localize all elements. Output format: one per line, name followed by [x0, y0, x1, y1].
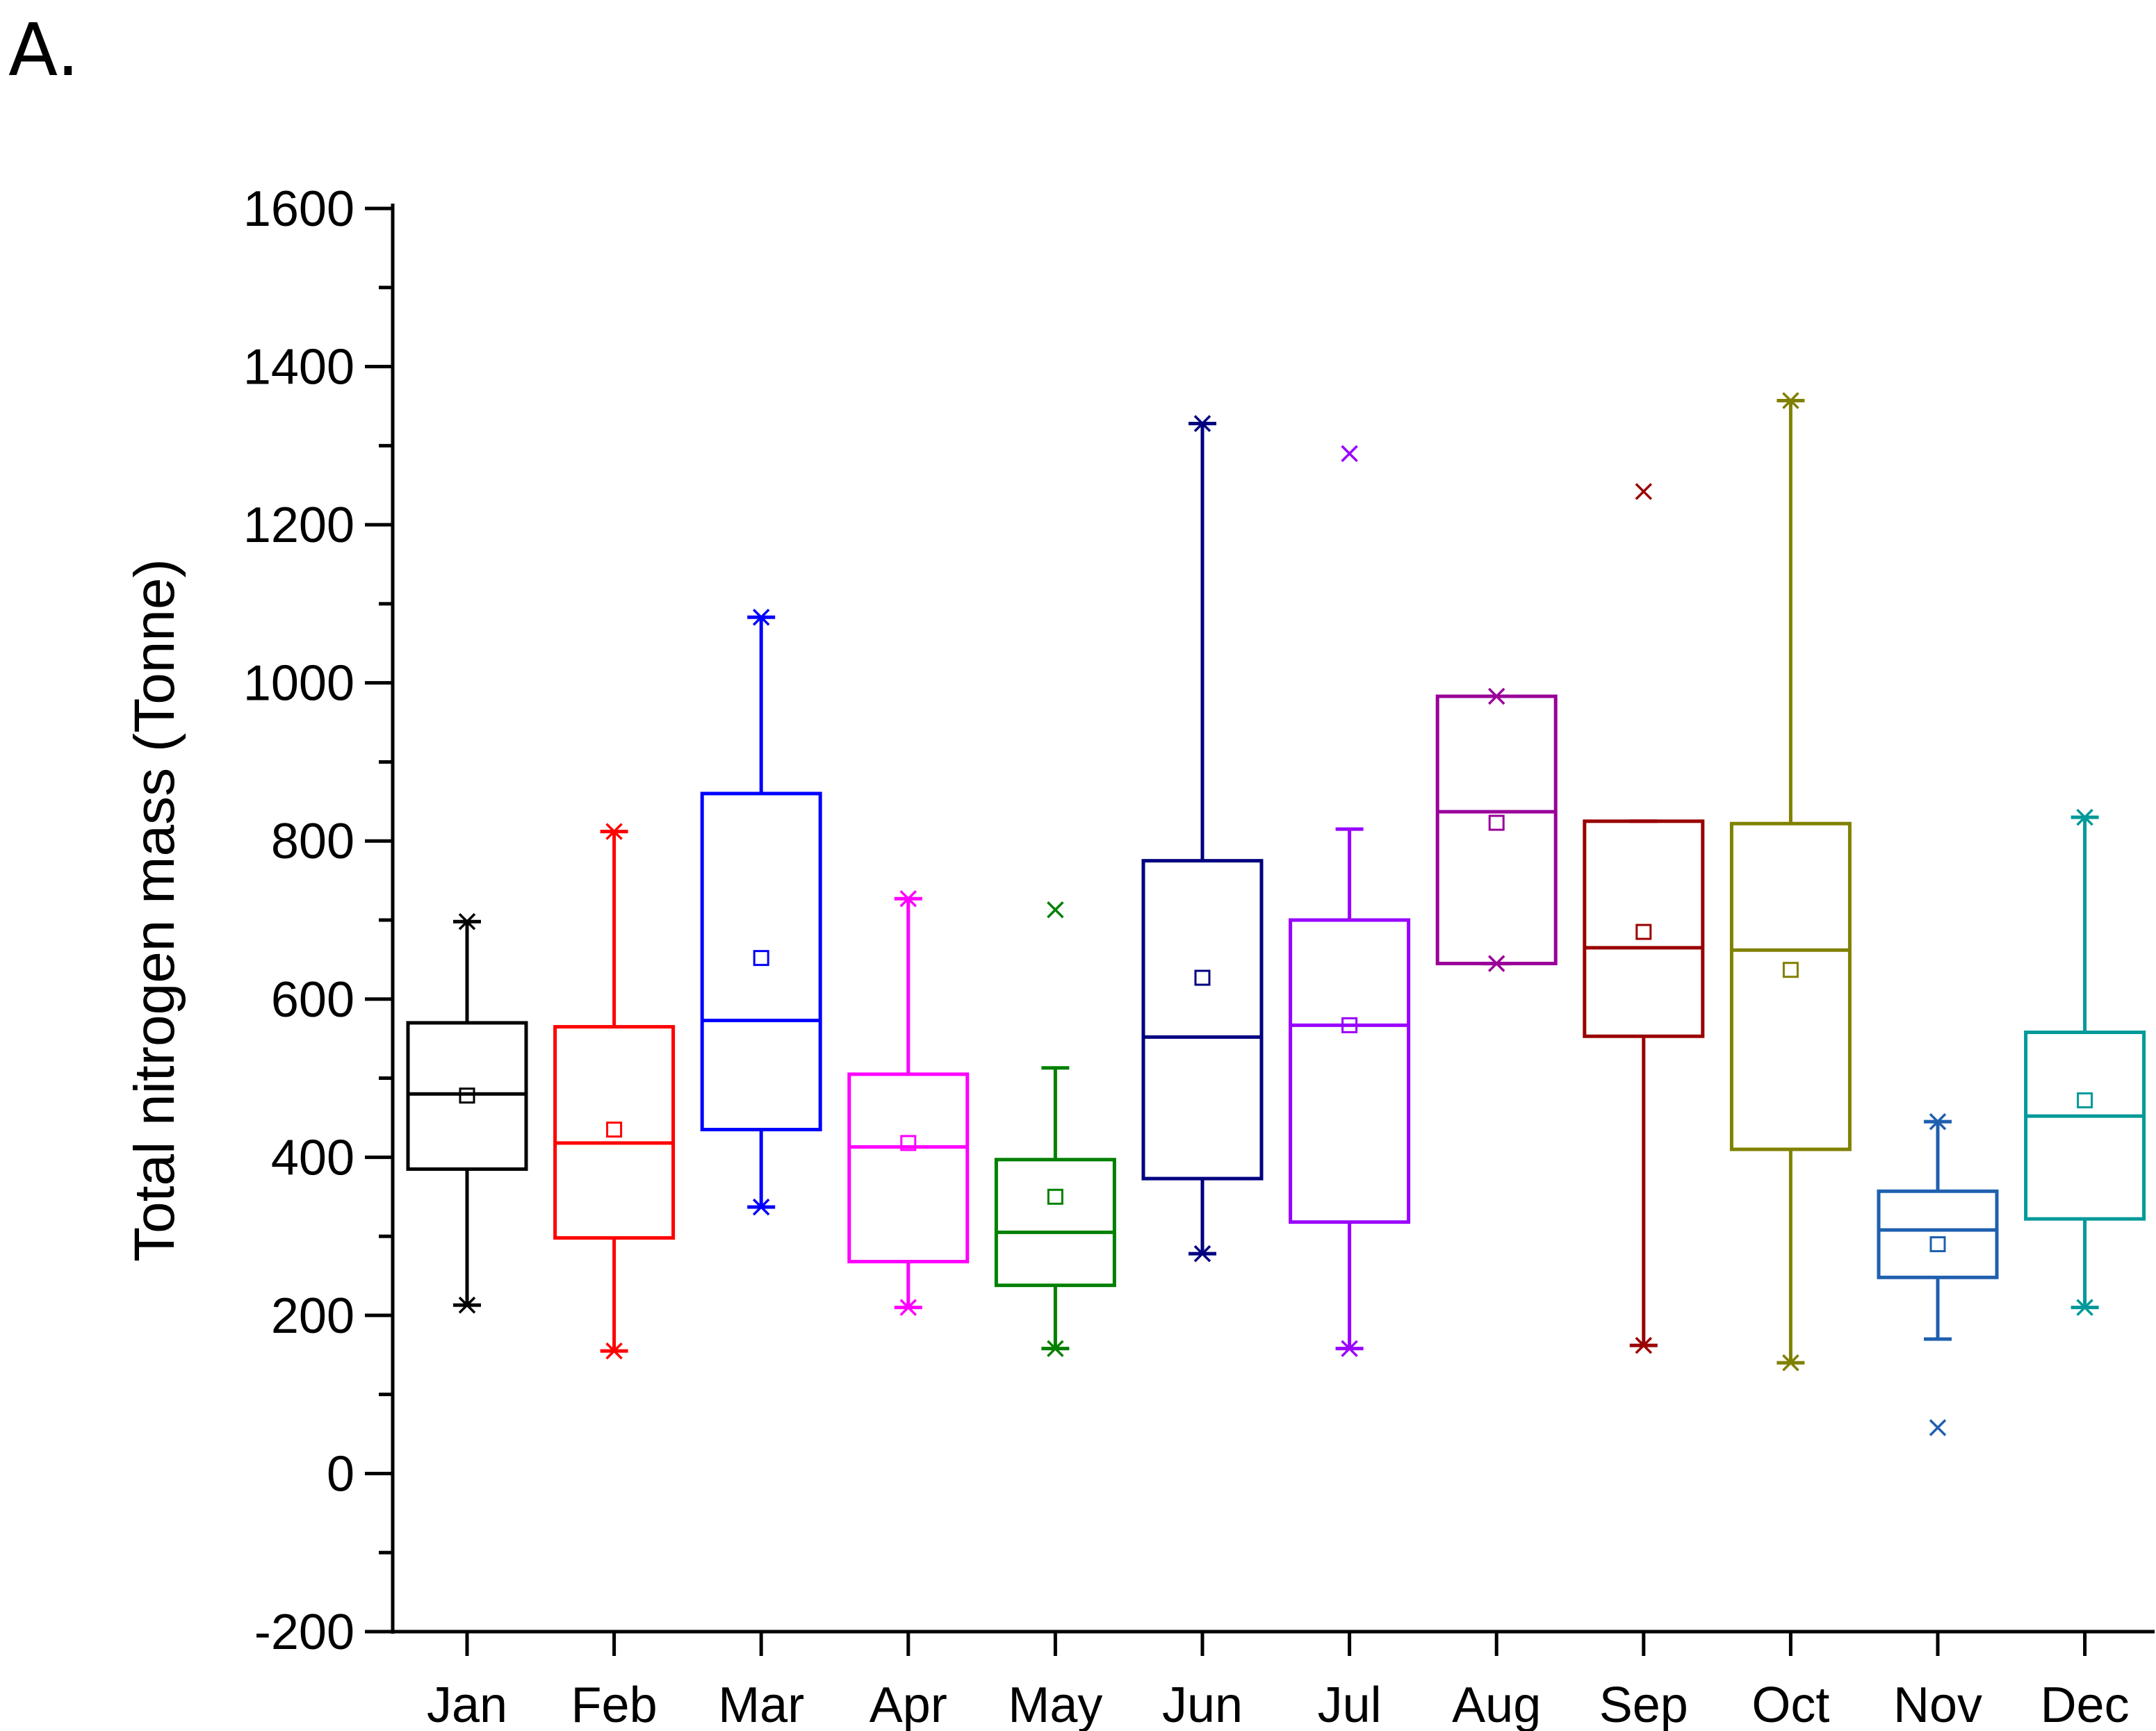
extreme-marker — [899, 890, 917, 908]
box-series — [406, 392, 2146, 1436]
extreme-marker — [1929, 1113, 1947, 1131]
extreme-marker — [752, 608, 771, 626]
mean-marker — [1194, 969, 1211, 986]
box-oct — [1729, 392, 1852, 1372]
y-tick-label: 600 — [271, 972, 354, 1028]
y-tick-label: 200 — [271, 1288, 354, 1344]
y-tick-label: 400 — [271, 1130, 354, 1186]
extreme-marker — [2075, 808, 2094, 826]
extreme-marker — [605, 1342, 623, 1360]
interquartile-box — [1583, 819, 1705, 1038]
y-tick-label: 1400 — [243, 340, 354, 395]
y-tick-label: 0 — [327, 1446, 354, 1502]
box-nov — [1877, 1113, 1999, 1436]
interquartile-box — [1141, 859, 1264, 1181]
axes — [391, 204, 2155, 1634]
box-jan — [406, 913, 528, 1314]
box-aug — [1435, 687, 1558, 972]
x-tick-label: Sep — [1599, 1677, 1688, 1731]
x-tick-label: Mar — [718, 1677, 804, 1731]
interquartile-box — [553, 1025, 676, 1240]
x-tick-label: Feb — [571, 1677, 658, 1731]
x-tick-label: Nov — [1893, 1677, 1982, 1731]
interquartile-box — [700, 791, 822, 1132]
x-axis-ticks: Jan Feb Mar Apr May Jun Jul Aug Sep Oct Nov Dec — [427, 1632, 2130, 1731]
y-tick-label: 1600 — [243, 181, 354, 237]
mean-marker — [1341, 1017, 1358, 1033]
interquartile-box — [1289, 918, 1411, 1224]
mean-marker — [1488, 814, 1505, 831]
extreme-marker — [752, 1198, 771, 1216]
y-tick-label: 1200 — [243, 498, 354, 553]
y-tick-label: 1000 — [243, 656, 354, 712]
x-tick-label: Jun — [1162, 1677, 1243, 1731]
mean-marker — [1635, 924, 1652, 940]
box-sep — [1583, 483, 1705, 1354]
y-axis-ticks: -200 0 200 400 600 800 1000 1200 1400 1600 — [243, 181, 393, 1660]
extreme-marker — [458, 1296, 476, 1314]
interquartile-box — [994, 1158, 1116, 1288]
outlier-marker — [1635, 483, 1653, 500]
extreme-marker — [1340, 1340, 1359, 1357]
mean-marker — [753, 950, 769, 967]
mean-marker — [606, 1122, 623, 1138]
extreme-marker — [1046, 1340, 1065, 1357]
interquartile-box — [1877, 1189, 1999, 1279]
extreme-marker — [1487, 955, 1506, 972]
extreme-marker — [1781, 1354, 1800, 1372]
mean-marker — [900, 1135, 917, 1151]
interquartile-box — [406, 1021, 528, 1171]
x-tick-label: Jul — [1318, 1677, 1382, 1731]
x-tick-label: Dec — [2041, 1677, 2130, 1731]
outlier-marker — [1047, 901, 1064, 919]
mean-marker — [2077, 1092, 2093, 1108]
panel-label: A. — [8, 8, 80, 92]
x-tick-label: Oct — [1751, 1677, 1829, 1731]
extreme-marker — [605, 823, 623, 840]
mean-marker — [459, 1088, 475, 1104]
extreme-marker — [899, 1299, 917, 1316]
box-dec — [2024, 808, 2146, 1316]
extreme-marker — [2075, 1299, 2094, 1316]
mean-marker — [1047, 1188, 1063, 1205]
box-mar — [700, 608, 822, 1216]
box-may — [994, 901, 1116, 1357]
extreme-marker — [1193, 415, 1211, 432]
box-apr — [847, 890, 970, 1316]
extreme-marker — [458, 913, 476, 930]
x-tick-label: Apr — [869, 1677, 947, 1731]
extreme-marker — [1781, 392, 1800, 409]
y-axis-title: Total nitrogen mass (Tonne) — [123, 559, 186, 1262]
x-tick-label: Jan — [427, 1677, 507, 1731]
interquartile-box — [847, 1072, 970, 1264]
mean-marker — [1782, 962, 1799, 978]
interquartile-box — [2024, 1031, 2146, 1221]
extreme-marker — [1487, 687, 1506, 705]
outlier-marker — [1341, 445, 1358, 462]
x-tick-label: May — [1008, 1677, 1102, 1731]
y-tick-label: -200 — [254, 1605, 354, 1660]
y-tick-label: 800 — [271, 814, 354, 869]
extreme-marker — [1193, 1245, 1211, 1263]
x-tick-label: Aug — [1452, 1677, 1541, 1731]
box-jun — [1141, 415, 1264, 1263]
outlier-marker — [1929, 1419, 1947, 1436]
mean-marker — [1929, 1236, 1946, 1252]
interquartile-box — [1729, 821, 1852, 1151]
extreme-marker — [1634, 1336, 1653, 1354]
box-jul — [1289, 445, 1411, 1357]
box-feb — [553, 823, 676, 1360]
